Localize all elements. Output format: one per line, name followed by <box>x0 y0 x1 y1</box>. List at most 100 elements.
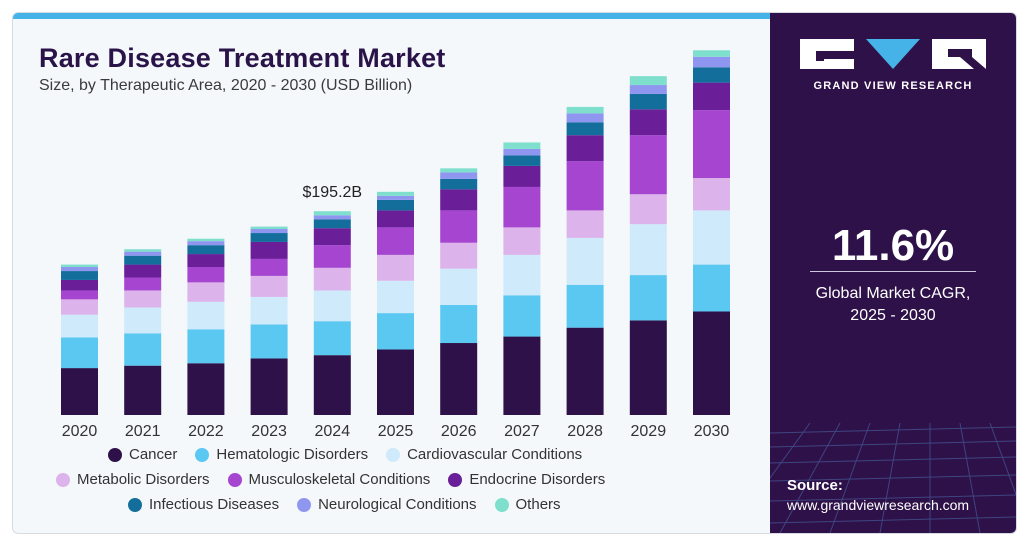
bar-segment-2027-neurological-conditions <box>503 148 541 156</box>
bar-segment-2021-endocrine-disorders <box>124 264 162 278</box>
bar-segment-2026-musculoskeletal-conditions <box>440 210 478 243</box>
bar-segment-2022-cancer <box>187 363 225 415</box>
cagr-label: Global Market CAGR, 2025 - 2030 <box>770 283 1016 327</box>
legend-label: Metabolic Disorders <box>77 471 210 488</box>
bar-segment-2024-infectious-diseases <box>313 219 351 229</box>
bar-segment-2029-cardiovascular-conditions <box>629 224 667 276</box>
bar-segment-2022-hematologic-disorders <box>187 329 225 364</box>
bar-segment-2021-others <box>124 249 162 252</box>
x-tick-label: 2027 <box>504 423 540 440</box>
chart-card: Rare Disease Treatment Market Size, by T… <box>12 12 1017 534</box>
bar-segment-2030-cancer <box>693 311 730 415</box>
x-tick-label: 2025 <box>378 423 414 440</box>
bar-segment-2027-musculoskeletal-conditions <box>503 186 541 228</box>
legend-label: Musculoskeletal Conditions <box>248 471 431 488</box>
legend-item: Musculoskeletal Conditions <box>227 471 431 488</box>
grand-view-research-logo <box>800 39 986 69</box>
bar-segment-2029-cancer <box>629 320 667 415</box>
source-link[interactable]: www.grandviewresearch.com <box>787 497 970 513</box>
x-tick-label: 2030 <box>694 423 730 440</box>
legend-item: Cancer <box>108 446 177 463</box>
bar-segment-2026-metabolic-disorders <box>440 242 478 269</box>
bar-segment-2024-hematologic-disorders <box>313 321 351 356</box>
legend-label: Cancer <box>129 446 178 463</box>
bar-segment-2030-metabolic-disorders <box>693 178 730 211</box>
x-tick-label: 2020 <box>62 423 98 440</box>
bar-segment-2028-hematologic-disorders <box>566 284 604 328</box>
stacked-bar-chart: 2020 2021 2022 2023 2024 $195.2B 2025 2026 2027 2… <box>61 50 730 440</box>
x-tick-label: 2024 <box>315 423 351 440</box>
bar-segment-2020-others <box>61 264 98 268</box>
bar-segment-2022-others <box>187 238 225 242</box>
bar-segment-2030-cardiovascular-conditions <box>693 210 730 265</box>
cagr-label-line-2: 2025 - 2030 <box>850 307 936 324</box>
bar-segment-2028-musculoskeletal-conditions <box>566 161 604 211</box>
bar-segment-2024-cardiovascular-conditions <box>313 290 351 322</box>
bar-segment-2029-endocrine-disorders <box>629 109 667 136</box>
bar-segment-2025-endocrine-disorders <box>377 210 414 228</box>
legend-row-2: Metabolic Disorders Musculoskeletal Condi… <box>56 471 623 491</box>
bar-segment-2029-metabolic-disorders <box>629 194 667 225</box>
bar-segment-2030-endocrine-disorders <box>693 82 730 111</box>
bar-segment-2029-hematologic-disorders <box>629 275 667 321</box>
legend-swatch <box>227 472 242 487</box>
brand-name: GRAND VIEW RESEARCH <box>813 80 973 92</box>
bar-segment-2021-musculoskeletal-conditions <box>124 277 162 291</box>
bar-segment-2027-cancer <box>503 336 541 415</box>
bar-segment-2029-others <box>629 76 667 86</box>
bar-segment-2021-hematologic-disorders <box>124 333 162 366</box>
accent-bar <box>13 13 770 19</box>
decorative-grid <box>770 423 1016 533</box>
bar-segment-2020-hematologic-disorders <box>61 337 98 369</box>
bar-segment-2024-neurological-conditions <box>313 215 351 220</box>
legend-swatch <box>128 497 142 512</box>
bar-segment-2023-cardiovascular-conditions <box>250 296 288 325</box>
bar-segment-2023-neurological-conditions <box>250 229 288 234</box>
bar-segment-2029-infectious-diseases <box>629 93 667 110</box>
bar-segment-2023-infectious-diseases <box>250 233 288 242</box>
bar-segment-2030-hematologic-disorders <box>693 264 730 312</box>
bar-segment-2023-hematologic-disorders <box>250 324 288 359</box>
bar-segment-2020-cancer <box>61 368 98 415</box>
legend-item: Neurological Conditions <box>297 496 477 513</box>
bar-segment-2028-cancer <box>566 327 604 415</box>
bar-segment-2023-musculoskeletal-conditions <box>250 258 288 276</box>
bar-segment-2021-metabolic-disorders <box>124 290 162 308</box>
x-tick-label: 2022 <box>188 423 224 440</box>
bar-segment-2027-others <box>503 142 541 149</box>
bar-segment-2025-cancer <box>377 349 414 415</box>
bar-segment-2025-infectious-diseases <box>377 199 414 211</box>
bar-segment-2020-endocrine-disorders <box>61 279 98 291</box>
legend-swatch <box>56 472 70 487</box>
bar-segment-2021-cancer <box>124 365 162 415</box>
bar-segment-2020-cardiovascular-conditions <box>61 314 98 338</box>
legend-swatch <box>386 447 401 462</box>
x-tick-label: 2026 <box>441 423 477 440</box>
sidebar-panel: GRAND VIEW RESEARCH 11.6% Global Market … <box>770 13 1016 533</box>
bar-segment-2024-musculoskeletal-conditions <box>313 245 351 268</box>
legend-row-3: Infectious Diseases Neurological Conditio… <box>128 496 579 516</box>
bar-segment-2024-endocrine-disorders <box>313 228 351 246</box>
bar-segment-2026-neurological-conditions <box>440 172 478 179</box>
cagr-label-line-1: Global Market CAGR, <box>815 285 971 302</box>
bar-segment-2026-infectious-diseases <box>440 178 478 190</box>
bar-segment-2026-hematologic-disorders <box>440 305 478 344</box>
bar-segment-2028-metabolic-disorders <box>566 210 604 238</box>
bar-segment-2022-cardiovascular-conditions <box>187 301 225 330</box>
bar-segment-2025-neurological-conditions <box>377 195 414 200</box>
bar-segment-2030-musculoskeletal-conditions <box>693 110 730 179</box>
bar-segment-2021-neurological-conditions <box>124 251 162 256</box>
bar-segment-2030-others <box>693 50 730 57</box>
legend-swatch <box>448 472 463 487</box>
cagr-value: 11.6% <box>831 221 955 270</box>
bar-segment-2023-cancer <box>250 358 288 415</box>
bar-segment-2027-endocrine-disorders <box>503 165 541 187</box>
bar-segment-2025-musculoskeletal-conditions <box>377 227 414 255</box>
bar-segment-2029-musculoskeletal-conditions <box>629 135 667 195</box>
bar-segment-2022-neurological-conditions <box>187 241 225 246</box>
bar-segment-2021-infectious-diseases <box>124 255 162 265</box>
legend-label: Cardiovascular Conditions <box>407 446 583 463</box>
bar-segment-2026-cardiovascular-conditions <box>440 268 478 306</box>
legend-label: Others <box>515 496 561 513</box>
legend-item: Hematologic Disorders <box>195 446 368 463</box>
